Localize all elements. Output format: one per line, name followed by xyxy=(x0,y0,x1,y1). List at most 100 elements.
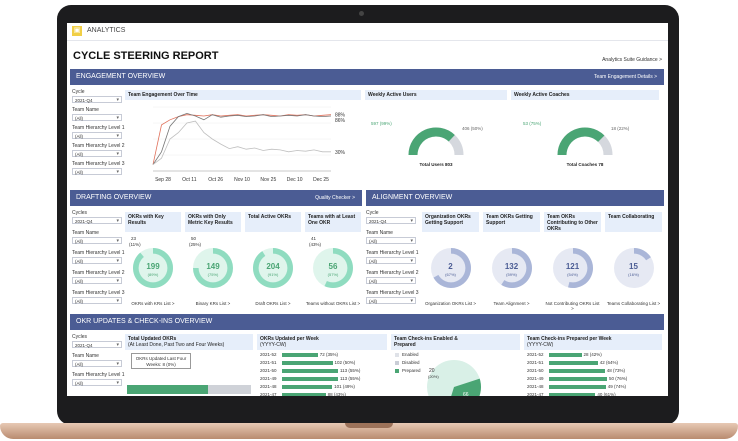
updated-per-week-row-label: 2021-51 xyxy=(260,360,277,365)
engagement-filter-select[interactable]: (All) xyxy=(72,150,122,158)
updated-per-week-row-bar[interactable] xyxy=(282,385,333,389)
updated-per-week-row-bar[interactable] xyxy=(282,377,338,381)
alignment-filter-select[interactable]: (All) xyxy=(366,237,416,245)
alignment-card-pct: (54%) xyxy=(567,272,578,277)
app-logo-icon[interactable]: ▣ xyxy=(72,26,82,36)
prepared-per-week-row-label: 2021-51 xyxy=(527,360,544,365)
drafting-filter-select[interactable]: (All) xyxy=(72,277,122,285)
alignment-filter-label: Team Hierarchy Level 1 xyxy=(366,250,419,256)
okr-updates-filter-label: Team Hierarchy Level 1 xyxy=(72,372,125,378)
updated-per-week-row-bar[interactable] xyxy=(282,369,338,373)
updated-per-week-title: OKRs Updated per Week xyxy=(260,336,319,342)
weekly-users-total: Total Users 803 xyxy=(420,162,453,167)
drafting-filter-select[interactable]: 2021-Q4 xyxy=(72,217,122,225)
checkins-legend-swatch xyxy=(395,369,399,373)
checkins-pie: 20 (20%) 66 xyxy=(427,360,481,396)
updated-per-week-row-value: 88 (43%) xyxy=(327,392,346,396)
updated-per-week-row-bar[interactable] xyxy=(282,361,333,365)
alignment-filter-select[interactable]: (All) xyxy=(366,297,416,305)
drafting-filter-label: Team Hierarchy Level 1 xyxy=(72,250,125,256)
checkins-legend-swatch xyxy=(395,361,399,365)
alignment-title: ALIGNMENT OVERVIEW xyxy=(372,194,453,201)
engagement-filter-select[interactable]: 2021-Q4 xyxy=(72,96,122,104)
prepared-per-week-title: Team Check-ins Prepared per Week xyxy=(527,336,612,342)
alignment-card-footer-link[interactable]: Team Alignment > xyxy=(493,301,530,306)
prepared-per-week-row-bar[interactable] xyxy=(549,353,582,357)
drafting-filter-label: Team Hierarchy Level 3 xyxy=(72,290,125,296)
alignment-donut-hole xyxy=(436,253,465,283)
updated-per-week-row-label: 2021-47 xyxy=(260,392,277,396)
weekly-coaches-gauge: 53 (75%) 18 (22%) Total Coaches 78 xyxy=(523,121,630,167)
engagement-filter-label: Team Name xyxy=(72,107,99,113)
quality-checker-link[interactable]: Quality Checker > xyxy=(315,195,355,201)
drafting-filter-select[interactable]: (All) xyxy=(72,237,122,245)
drafting-card-title: Total Active OKRs xyxy=(245,212,301,232)
updated-per-week-row-bar[interactable] xyxy=(282,393,326,396)
prepared-per-week-row-bar[interactable] xyxy=(549,385,606,389)
okr-updates-filter-select[interactable]: 2021-Q4 xyxy=(72,341,122,349)
screen: ▣ ANALYTICS CYCLE STEERING REPORT Analyt… xyxy=(67,23,668,396)
okr-updates-filter-select[interactable]: (All) xyxy=(72,360,122,368)
drafting-card-pct: (89%) xyxy=(147,272,159,277)
drafting-donut-hole xyxy=(318,253,348,283)
drafting-card-footer-link[interactable]: Draft OKRs List > xyxy=(255,301,291,306)
okr-updates-filter-select[interactable]: (All) xyxy=(72,379,122,387)
alignment-card-title: Organization OKRs Getting Support xyxy=(422,212,479,232)
updated-per-week-row-bar[interactable] xyxy=(282,353,318,357)
drafting-donut xyxy=(313,248,353,288)
analytics-suite-guidance-link[interactable]: Analytics Suite Guidance > xyxy=(602,57,662,63)
alignment-card-value: 132 xyxy=(504,262,519,271)
prepared-per-week-row-bar[interactable] xyxy=(549,377,607,381)
weekly-coaches-active-label: 53 (75%) xyxy=(523,121,542,126)
alignment-filter-select[interactable]: 2021-Q4 xyxy=(366,217,416,225)
engagement-filter-select[interactable]: (All) xyxy=(72,168,122,176)
prepared-per-week-row: 2021-50 48 (73%) xyxy=(527,368,657,374)
drafting-card-value: 199 xyxy=(146,262,160,271)
alignment-overview-header: ALIGNMENT OVERVIEW xyxy=(366,190,664,206)
okr-updates-title: OKR UPDATES & CHECK-INS OVERVIEW xyxy=(76,318,213,325)
drafting-card-pct: (75%) xyxy=(207,272,219,277)
updated-per-week-subtitle: (YYYY-CW) xyxy=(260,342,287,348)
prepared-per-week-row-value: 50 (76%) xyxy=(609,376,628,381)
engagement-filter-label: Team Hierarchy Level 3 xyxy=(72,161,125,167)
checkins-title: Team Check-ins Enabled & xyxy=(394,336,458,342)
chart-end-label: 88% xyxy=(335,113,346,119)
prepared-per-week-row-bar[interactable] xyxy=(549,361,598,365)
prepared-per-week-row-bar[interactable] xyxy=(549,369,605,373)
alignment-card-footer-link[interactable]: Teams Collaborating List > xyxy=(606,301,661,306)
alignment-donut xyxy=(613,248,654,288)
drafting-card-footer-link[interactable]: OKRs with KRs List > xyxy=(131,301,175,306)
alignment-filter-select[interactable]: (All) xyxy=(366,257,416,265)
engagement-filter-select[interactable]: (All) xyxy=(72,132,122,140)
drafting-card-footer-link[interactable]: Teams without OKRs List > xyxy=(305,301,361,306)
prepared-per-week-row-bar[interactable] xyxy=(549,393,596,396)
drafting-filter-select[interactable]: (All) xyxy=(72,257,122,265)
updated-per-week-row-label: 2021-49 xyxy=(260,376,277,381)
weekly-coaches-total: Total Coaches 78 xyxy=(567,162,604,167)
alignment-filter-select[interactable]: (All) xyxy=(366,277,416,285)
drafting-card-small-value: 23 xyxy=(131,236,137,241)
prepared-per-week-subtitle: (YYYY-CW) xyxy=(527,342,554,348)
team-engagement-details-link[interactable]: Team Engagement Details > xyxy=(594,74,657,80)
weekly-coaches-inactive-label: 18 (22%) xyxy=(611,126,630,131)
alignment-donut xyxy=(491,248,532,288)
drafting-title: DRAFTING OVERVIEW xyxy=(76,194,152,201)
chart-x-tick-label: Oct 11 xyxy=(182,177,197,183)
prepared-per-week-row-value: 49 (74%) xyxy=(607,384,627,389)
drafting-filter-select[interactable]: (All) xyxy=(72,297,122,305)
drafting-donut xyxy=(132,248,173,288)
alignment-card-footer-link[interactable]: Organization OKRs List > xyxy=(425,301,476,306)
alignment-card-pct: (59%) xyxy=(506,272,517,277)
weekly-coaches-gauge-fill xyxy=(557,127,605,156)
engagement-filter-select[interactable]: (All) xyxy=(72,114,122,122)
prepared-per-week-row-value: 40 (61%) xyxy=(597,392,616,396)
drafting-donut-hole xyxy=(198,253,228,283)
alignment-filter-label: Cycle xyxy=(366,210,379,216)
updated-per-week-row-value: 102 (50%) xyxy=(334,360,356,365)
alignment-card-footer-link[interactable]: Not Contributing OKRs List > xyxy=(545,301,600,311)
weekly-users-inactive-label: 406 (50%) xyxy=(462,126,483,131)
alignment-card-value: 2 xyxy=(448,262,453,271)
chart-x-tick-label: Oct 26 xyxy=(208,177,223,183)
weekly-users-gauge-fill xyxy=(408,127,455,156)
drafting-card-footer-link[interactable]: Binary KRs List > xyxy=(195,301,231,306)
